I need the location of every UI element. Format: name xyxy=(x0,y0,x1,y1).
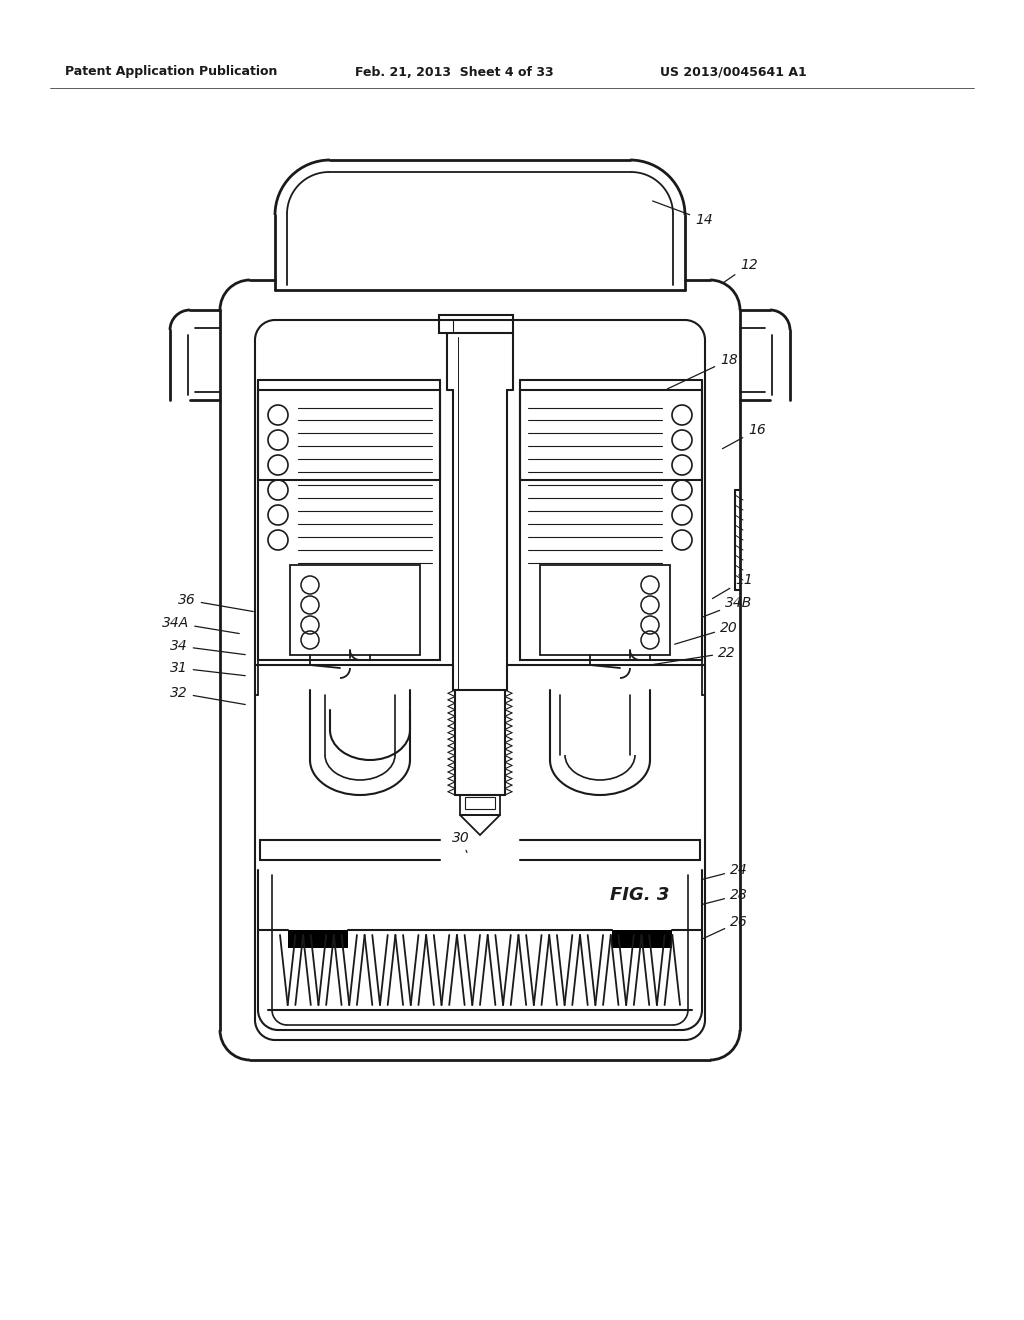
Text: 32: 32 xyxy=(170,686,246,705)
Text: 18: 18 xyxy=(668,352,737,389)
Text: 14: 14 xyxy=(652,201,713,227)
Text: FIG. 3: FIG. 3 xyxy=(610,886,670,904)
Text: 34: 34 xyxy=(170,639,245,655)
Text: 30: 30 xyxy=(452,832,470,853)
Bar xyxy=(258,389,440,660)
Text: 34A: 34A xyxy=(162,616,240,634)
Text: Patent Application Publication: Patent Application Publication xyxy=(65,66,278,78)
Bar xyxy=(612,931,672,948)
Text: 28: 28 xyxy=(702,888,748,904)
Bar xyxy=(465,797,495,809)
Bar xyxy=(288,931,348,948)
Text: 20: 20 xyxy=(675,620,737,644)
Text: 24: 24 xyxy=(702,863,748,879)
Text: US 2013/0045641 A1: US 2013/0045641 A1 xyxy=(660,66,807,78)
Bar xyxy=(540,565,670,655)
Bar xyxy=(290,565,420,655)
Text: 36: 36 xyxy=(178,593,253,611)
Bar xyxy=(439,315,513,333)
Text: Feb. 21, 2013  Sheet 4 of 33: Feb. 21, 2013 Sheet 4 of 33 xyxy=(355,66,554,78)
Text: 16: 16 xyxy=(723,422,766,449)
Text: 26: 26 xyxy=(702,915,748,939)
Bar xyxy=(520,389,702,660)
Bar xyxy=(460,795,500,814)
Text: 31: 31 xyxy=(170,661,245,676)
Text: 12: 12 xyxy=(722,257,758,284)
Text: 11: 11 xyxy=(713,573,753,598)
Text: 22: 22 xyxy=(652,645,736,664)
Text: 34B: 34B xyxy=(702,597,753,616)
